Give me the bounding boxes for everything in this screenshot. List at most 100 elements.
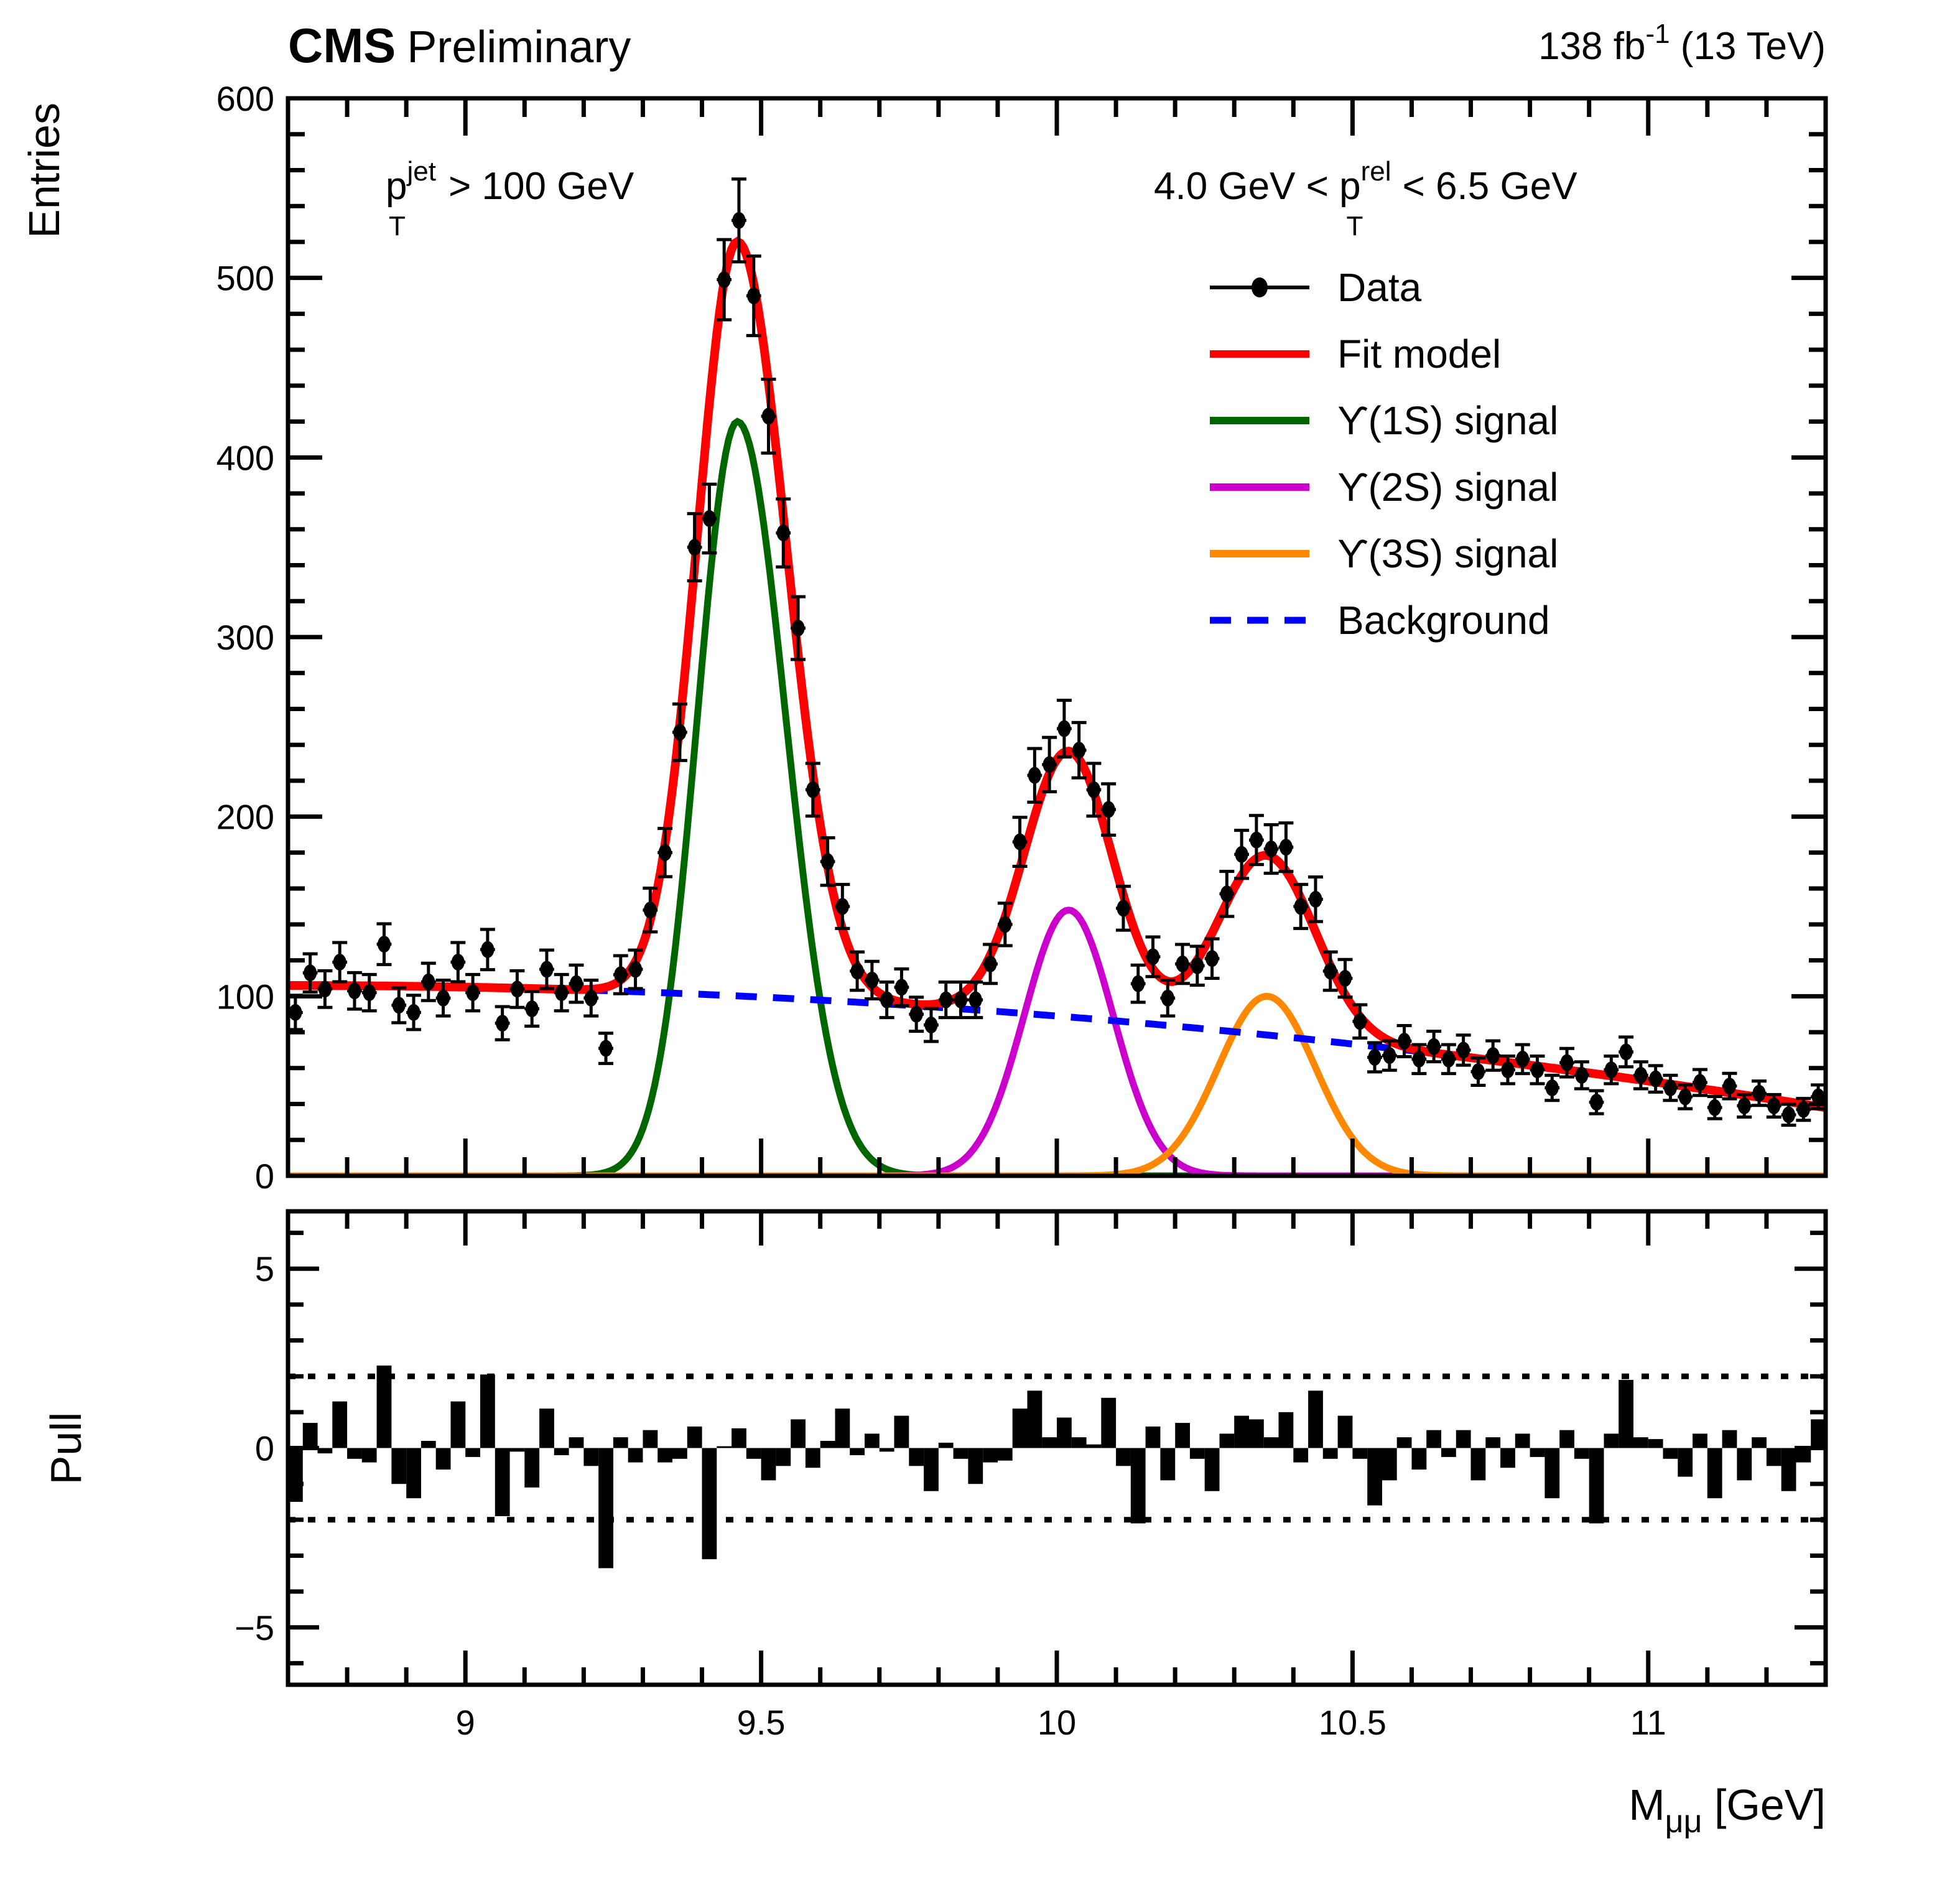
data-point <box>1160 978 1176 1018</box>
pull-bar <box>805 1448 820 1468</box>
data-point <box>1189 944 1205 987</box>
data-point <box>717 238 732 322</box>
data-point <box>1337 957 1353 999</box>
data-point <box>746 254 761 337</box>
data-marker-icon <box>1252 277 1268 297</box>
pull-bar <box>835 1409 850 1448</box>
jet-pt-subscript: T <box>389 211 406 241</box>
legend-label-data: Data <box>1337 265 1422 310</box>
pull-bar <box>583 1448 599 1466</box>
pull-bar <box>406 1448 421 1499</box>
pull-bar <box>879 1448 894 1452</box>
pull-bar <box>1470 1448 1486 1481</box>
data-point <box>1766 1092 1781 1119</box>
pull-bar <box>1619 1380 1633 1448</box>
data-point <box>435 978 451 1018</box>
legend-sample-0 <box>1210 277 1309 297</box>
data-point <box>1737 1092 1752 1119</box>
main-plot-frame <box>286 96 1828 1178</box>
legend: Data Fit model ϒ(1S) signal ϒ(2S) signal… <box>1210 265 1558 643</box>
data-point <box>1515 1043 1530 1076</box>
data-point <box>406 994 422 1032</box>
pull-bar <box>361 1448 377 1463</box>
y-tick-label: 200 <box>216 798 274 837</box>
data-point <box>598 1032 614 1065</box>
pull-bar <box>1456 1430 1471 1448</box>
data-point <box>702 482 717 555</box>
data-point <box>1796 1097 1811 1122</box>
pull-bar <box>1737 1448 1752 1481</box>
pull-bar <box>1012 1409 1028 1448</box>
data-point <box>1278 821 1294 873</box>
jet-pt-threshold: > 100 GeV <box>438 165 634 208</box>
data-point <box>509 969 525 1009</box>
data-point <box>672 702 687 762</box>
data-point <box>495 1005 510 1041</box>
data-point <box>628 948 643 990</box>
data-point <box>1589 1089 1604 1115</box>
data-point <box>791 595 806 661</box>
pull-bar <box>1263 1437 1279 1448</box>
pull-bar <box>524 1448 540 1488</box>
data-point <box>1263 823 1279 875</box>
data-point <box>1382 1039 1397 1072</box>
pull-bar <box>1160 1448 1176 1481</box>
jet-pt-cut-annotation: pjet T > 100 GeV <box>386 156 634 241</box>
pull-bar <box>1027 1390 1043 1448</box>
y-tick-label: 0 <box>255 1157 274 1196</box>
data-point <box>1470 1056 1486 1088</box>
data-point <box>1056 699 1072 759</box>
pull-bar <box>1530 1448 1545 1457</box>
pull-bar <box>820 1441 835 1448</box>
data-point <box>894 967 909 1007</box>
rel-pt-subscript: T <box>1347 211 1363 241</box>
pull-bar <box>1589 1448 1604 1524</box>
pull-bar <box>1752 1437 1767 1448</box>
data-point <box>776 497 791 569</box>
pull-bar <box>791 1419 806 1448</box>
pull-bar <box>1249 1419 1264 1448</box>
y-tick-label: 100 <box>216 977 274 1016</box>
x-tick-label: 9 <box>456 1703 475 1742</box>
pull-bars-layer <box>288 1365 1826 1568</box>
pull-bar <box>1086 1444 1102 1448</box>
pull-bar <box>702 1448 717 1560</box>
data-point <box>1145 935 1161 979</box>
data-point <box>1426 1030 1442 1064</box>
data-point <box>1544 1073 1560 1102</box>
pull-bar <box>643 1430 658 1448</box>
pull-bar <box>1308 1390 1323 1448</box>
pull-tick-label: 5 <box>255 1249 274 1288</box>
pull-bar <box>317 1448 333 1454</box>
pull-bar <box>480 1374 495 1448</box>
data-point <box>1530 1055 1545 1086</box>
rel-pt-lower-bound: 4.0 GeV < p <box>1154 165 1361 208</box>
pull-bar <box>509 1448 525 1452</box>
pull-bar <box>1189 1448 1205 1459</box>
data-point <box>1633 1060 1648 1091</box>
data-point <box>879 980 894 1020</box>
pull-bar <box>391 1448 407 1484</box>
data-point <box>850 950 865 992</box>
pull-bar <box>1574 1448 1589 1459</box>
data-point <box>480 928 495 972</box>
data-point <box>1500 1055 1515 1086</box>
pull-bar <box>1293 1448 1309 1463</box>
data-point <box>1367 1041 1383 1074</box>
pull-bar <box>1145 1426 1161 1448</box>
legend-label-fit-model: Fit model <box>1337 332 1501 376</box>
rel-pt-superscript: rel <box>1361 156 1391 187</box>
data-point <box>361 972 377 1013</box>
pull-bar <box>894 1415 909 1448</box>
data-point <box>1219 870 1235 918</box>
pull-bar <box>1707 1448 1722 1499</box>
pull-bar <box>1101 1397 1117 1448</box>
pull-bar <box>347 1448 362 1459</box>
pull-bar <box>450 1401 466 1448</box>
pull-bar <box>1544 1448 1560 1499</box>
pull-bar <box>850 1448 865 1455</box>
data-point <box>288 994 303 1032</box>
data-point <box>761 378 776 455</box>
pull-bar <box>1337 1415 1353 1448</box>
